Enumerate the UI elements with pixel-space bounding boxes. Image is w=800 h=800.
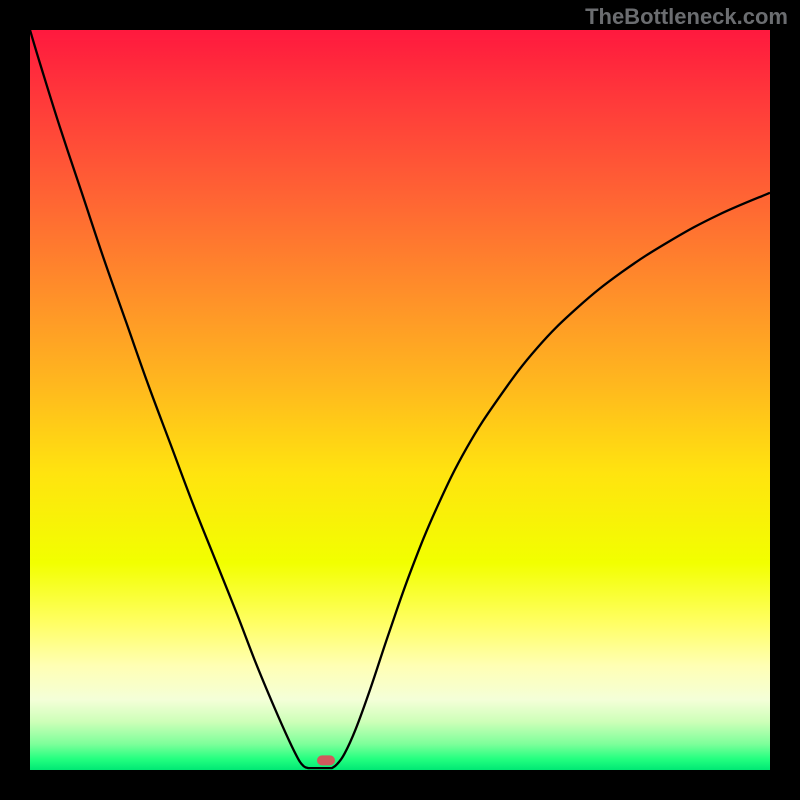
curve-path xyxy=(30,30,770,768)
plot-area xyxy=(30,30,770,770)
optimum-marker xyxy=(317,755,335,765)
watermark-text: TheBottleneck.com xyxy=(585,4,788,30)
bottleneck-curve xyxy=(30,30,770,770)
